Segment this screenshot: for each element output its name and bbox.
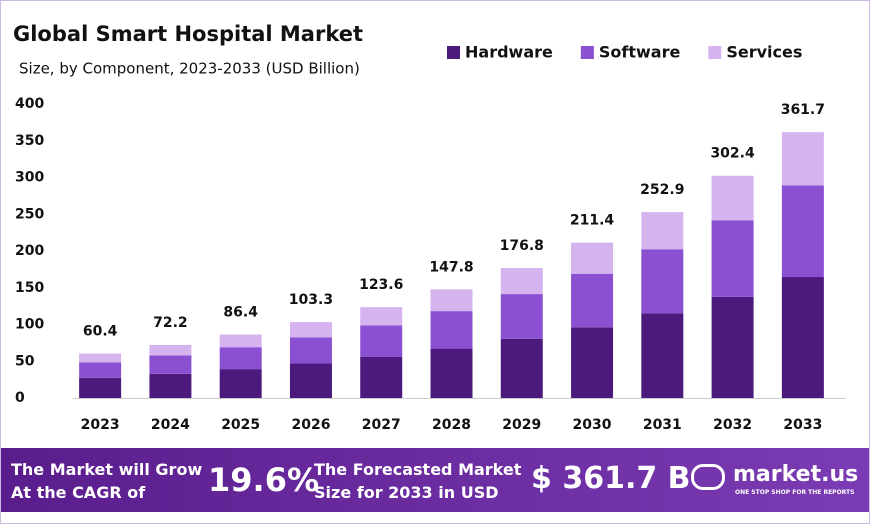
legend-swatch (580, 46, 594, 59)
chart-title: Global Smart Hospital Market (13, 22, 363, 46)
brand-logo (691, 464, 725, 490)
bar-segment (641, 212, 684, 250)
brand: market.us (733, 462, 859, 487)
bar-segment (641, 249, 684, 314)
bar-segment (219, 347, 262, 370)
forecast-text: Size for 2033 in USD (314, 483, 499, 502)
bar-segment (79, 377, 122, 398)
bar-segment (79, 362, 122, 378)
bar-segment (430, 348, 473, 398)
bar-segment (500, 294, 543, 339)
bar-segment (289, 322, 332, 338)
bar-segment (149, 355, 192, 374)
bar-segment (430, 289, 473, 312)
total-label: 123.6 (359, 277, 403, 293)
x-tick-label: 2031 (643, 417, 682, 433)
x-tick-label: 2032 (713, 417, 752, 433)
y-tick-label: 250 (15, 206, 44, 222)
cagr-text: The Market will Grow (11, 460, 203, 479)
x-tick-label: 2029 (502, 417, 541, 433)
bar-segment (781, 185, 824, 278)
bar-segment (711, 220, 754, 297)
total-label: 176.8 (500, 238, 544, 254)
total-label: 86.4 (223, 304, 258, 320)
legend-swatch (447, 46, 460, 59)
bar-segment (79, 353, 122, 363)
total-label: 147.8 (429, 259, 473, 275)
bar-segment (149, 373, 192, 398)
x-tick-label: 2026 (291, 417, 330, 433)
bar-segment (360, 325, 403, 357)
y-tick-label: 350 (15, 133, 44, 149)
bar-segment (500, 338, 543, 398)
total-label: 361.7 (781, 102, 825, 118)
x-tick-label: 2025 (221, 417, 260, 433)
y-tick-label: 100 (15, 317, 44, 333)
bar-segment (360, 356, 403, 398)
cagr-text: At the CAGR of (11, 483, 146, 502)
x-tick-label: 2030 (573, 417, 612, 433)
bar-segment (219, 369, 262, 398)
chart-subtitle: Size, by Component, 2023-2033 (USD Billi… (19, 60, 360, 78)
chart: Global Smart Hospital Market Size, by Co… (13, 22, 846, 433)
x-tick-label: 2033 (783, 417, 822, 433)
bar-segment (641, 313, 684, 398)
bar-segment (289, 337, 332, 364)
bar-segment (571, 273, 614, 328)
legend-label: Software (599, 43, 681, 62)
x-tick-label: 2028 (432, 417, 471, 433)
legend-label: Services (726, 43, 802, 62)
cagr-value: 19.6% (208, 461, 320, 499)
y-tick-label: 300 (15, 170, 44, 186)
bar-segment (711, 296, 754, 398)
x-tick-label: 2024 (151, 417, 190, 433)
bar-segment (711, 175, 754, 221)
bar-segment (289, 363, 332, 398)
bar-segment (781, 277, 824, 398)
total-label: 60.4 (83, 324, 118, 340)
x-tick-label: 2023 (81, 417, 120, 433)
y-tick-label: 150 (15, 280, 44, 296)
total-label: 302.4 (710, 146, 755, 162)
bar-segment (149, 344, 192, 356)
forecast-text: The Forecasted Market (314, 460, 522, 479)
y-tick-label: 200 (15, 243, 44, 259)
bar-segment (430, 311, 473, 349)
total-label: 103.3 (289, 292, 333, 308)
footer-banner: The Market will Grow At the CAGR of 19.6… (1, 448, 869, 512)
x-tick-label: 2027 (362, 417, 401, 433)
bar-segment (571, 327, 614, 398)
y-tick-label: 50 (15, 353, 35, 369)
legend-label: Hardware (465, 43, 553, 62)
bar-segment (360, 307, 403, 326)
y-tick-label: 400 (15, 96, 44, 112)
bar-segment (500, 268, 543, 295)
total-label: 211.4 (570, 213, 615, 229)
bar-segment (571, 242, 614, 274)
bar-segment (781, 132, 824, 186)
total-label: 72.2 (153, 315, 188, 331)
bar-segment (219, 334, 262, 348)
forecast-value: $ 361.7 B (531, 461, 691, 496)
total-label: 252.9 (640, 182, 684, 198)
brand-tagline: ONE STOP SHOP FOR THE REPORTS (735, 489, 855, 496)
y-tick-label: 0 (15, 390, 25, 406)
legend-swatch (708, 46, 722, 59)
